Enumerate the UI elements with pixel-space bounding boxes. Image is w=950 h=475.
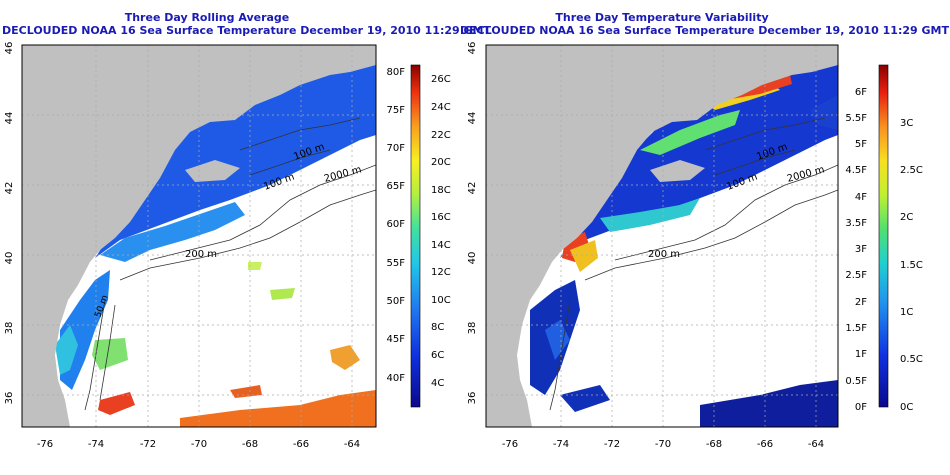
colorbar-label-f: 70F [387, 143, 406, 154]
colorbar-label-f: 4F [855, 192, 867, 203]
colorbar-label-f: 60F [387, 219, 406, 230]
colorbar-label-f: 3F [855, 244, 867, 255]
lon-tick: -70 [655, 439, 671, 450]
lat-tick: 42 [4, 182, 15, 195]
lon-tick: -70 [191, 439, 207, 450]
colorbar-label-c: 22C [431, 130, 451, 141]
colorbar-label-c: 18C [431, 185, 451, 196]
colorbar-label-c: 24C [431, 102, 451, 113]
colorbar-label-c: 26C [431, 74, 451, 85]
colorbar-label-c: 2.5C [900, 165, 923, 176]
colorbar-label-f: 75F [387, 105, 406, 116]
colorbar-label-f: 50F [387, 296, 406, 307]
colorbar-label-c: 2C [900, 212, 913, 223]
lat-tick: 44 [467, 112, 478, 125]
colorbar-label-c: 14C [431, 240, 451, 251]
colorbar-label-f: 0F [855, 402, 867, 413]
lon-tick: -68 [706, 439, 722, 450]
lon-tick: -68 [242, 439, 258, 450]
colorbar-label-f: 2F [855, 297, 867, 308]
lon-tick: -64 [808, 439, 824, 450]
colorbar-label-f: 1F [855, 349, 867, 360]
colorbar-label-f: 0.5F [845, 376, 867, 387]
right-colorbar [878, 64, 889, 408]
colorbar-label-f: 2.5F [845, 270, 867, 281]
isobath-label: 200 m [648, 249, 680, 260]
variability-field [560, 60, 838, 258]
colorbar-label-c: 20C [431, 157, 451, 168]
left-subtitle: DECLOUDED NOAA 16 Sea Surface Temperatur… [2, 24, 491, 37]
colorbar-label-c: 12C [431, 267, 451, 278]
colorbar-label-c: 1C [900, 307, 913, 318]
colorbar-label-f: 45F [387, 334, 406, 345]
lon-tick: -74 [553, 439, 569, 450]
lat-tick: 40 [467, 252, 478, 265]
left-colorbar [410, 64, 421, 408]
lat-tick: 38 [4, 322, 15, 335]
colorbar-label-f: 6F [855, 87, 867, 98]
colorbar-label-c: 16C [431, 212, 451, 223]
left-title: Three Day Rolling Average [124, 11, 290, 24]
colorbar-label-c: 0C [900, 402, 913, 413]
lat-tick: 42 [467, 182, 478, 195]
colorbar-label-f: 4.5F [845, 165, 867, 176]
colorbar-label-c: 4C [431, 378, 444, 389]
colorbar-label-c: 0.5C [900, 354, 923, 365]
lon-tick: -66 [757, 439, 773, 450]
lon-tick: -76 [37, 439, 53, 450]
colorbar-label-f: 55F [387, 258, 406, 269]
lon-tick: -72 [604, 439, 620, 450]
lat-tick: 36 [467, 392, 478, 405]
colorbar-label-f: 65F [387, 181, 406, 192]
colorbar-label-c: 1.5C [900, 260, 923, 271]
lon-tick: -72 [140, 439, 156, 450]
isobaths-left [84, 117, 376, 411]
right-subtitle: DECLOUDED NOAA 16 Sea Surface Temperatur… [460, 24, 949, 37]
lat-tick: 38 [467, 322, 478, 335]
sst-field-shelf [95, 60, 376, 258]
lon-tick: -64 [344, 439, 360, 450]
isobath-label: 200 m [185, 249, 217, 260]
colorbar-label-c: 8C [431, 322, 444, 333]
colorbar-label-f: 40F [387, 373, 406, 384]
lat-tick: 36 [4, 392, 15, 405]
lon-tick: -66 [293, 439, 309, 450]
colorbar-label-c: 3C [900, 118, 913, 129]
colorbar-label-c: 10C [431, 295, 451, 306]
land-left [22, 45, 376, 427]
lon-tick: -74 [88, 439, 104, 450]
colorbar-label-f: 5.5F [845, 113, 867, 124]
lat-tick: 46 [4, 42, 15, 55]
sst-field-gulfstream [98, 392, 135, 415]
lat-tick: 46 [467, 42, 478, 55]
colorbar-label-f: 5F [855, 139, 867, 150]
lon-tick: -76 [502, 439, 518, 450]
land-right [486, 45, 838, 427]
colorbar-label-c: 6C [431, 350, 444, 361]
right-title: Three Day Temperature Variability [555, 11, 769, 24]
lat-tick: 40 [4, 252, 15, 265]
colorbar-label-f: 1.5F [845, 323, 867, 334]
colorbar-label-f: 3.5F [845, 218, 867, 229]
lat-tick: 44 [4, 112, 15, 125]
colorbar-label-f: 80F [387, 67, 406, 78]
